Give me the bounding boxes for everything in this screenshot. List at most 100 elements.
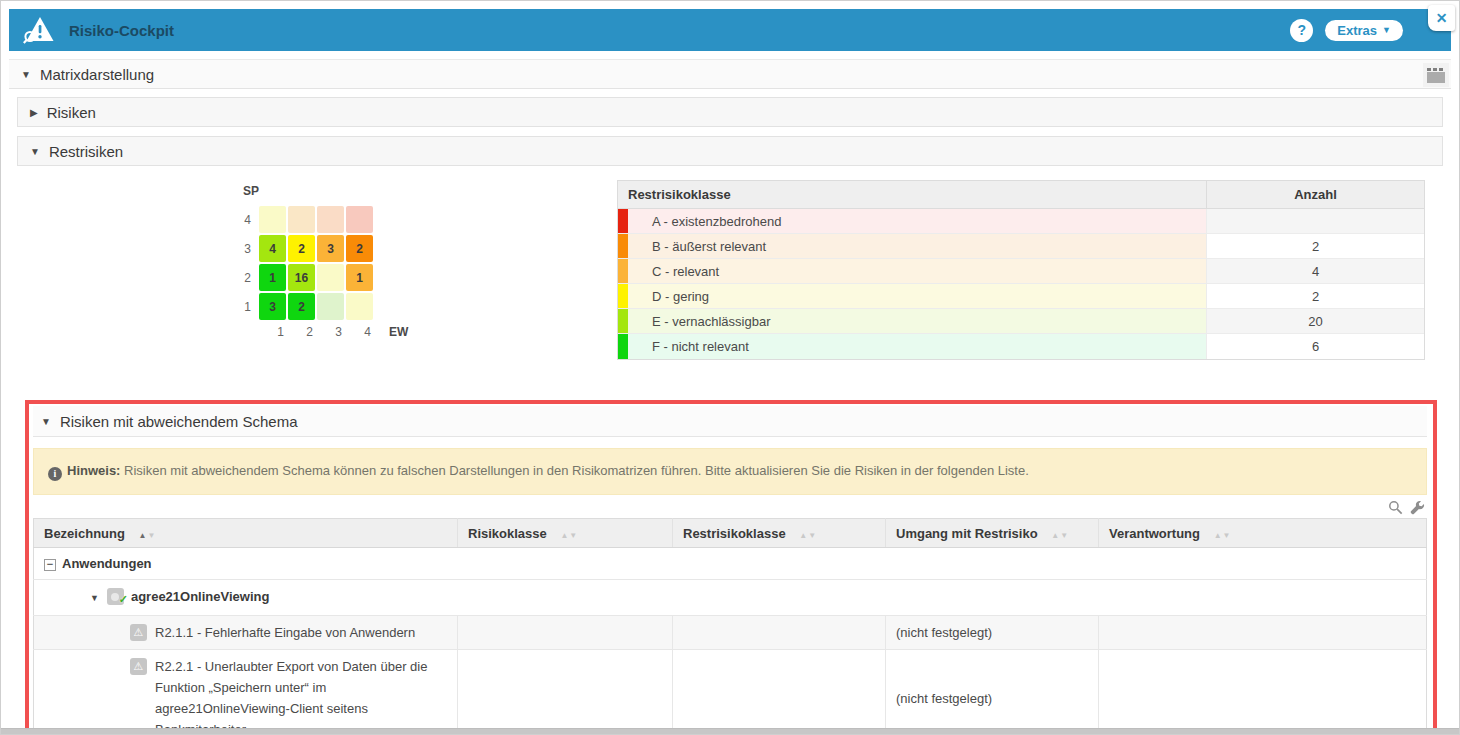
risk-matrix: SP 4 3 4 2 3 2 bbox=[17, 180, 617, 360]
risk-umgang: (nicht festgelegt) bbox=[886, 616, 1099, 650]
matrix-cell[interactable]: 1 bbox=[259, 264, 286, 291]
extras-button[interactable]: Extras ▼ bbox=[1325, 20, 1403, 41]
y-tick: 3 bbox=[239, 242, 259, 256]
sort-desc-icon: ▼ bbox=[1223, 531, 1232, 540]
table-row[interactable]: C - relevant 4 bbox=[618, 259, 1424, 284]
column-header-risikoklasse[interactable]: Risikoklasse ▲▼ bbox=[458, 519, 673, 548]
matrix-row-sp3: 3 4 2 3 2 bbox=[239, 235, 617, 262]
main-content: ▼ Matrixdarstellung ▶ Risiken ▼ Restrisi… bbox=[9, 59, 1451, 735]
x-tick: 4 bbox=[354, 325, 381, 339]
sort-desc-icon: ▼ bbox=[808, 531, 817, 540]
schema-table-header-row: Bezeichnung ▲▼ Risikoklasse ▲▼ Restrisik… bbox=[34, 519, 1427, 548]
class-label: C - relevant bbox=[628, 259, 1206, 283]
matrix-row-sp4: 4 bbox=[239, 206, 617, 233]
search-icon[interactable] bbox=[1388, 500, 1403, 515]
matrix-cell[interactable] bbox=[317, 206, 344, 233]
panel-risiken[interactable]: ▶ Risiken bbox=[17, 97, 1443, 127]
matrix-cell[interactable] bbox=[317, 293, 344, 320]
matrix-cell[interactable]: 3 bbox=[317, 235, 344, 262]
class-label: A - existenzbedrohend bbox=[628, 209, 1206, 233]
column-header-umgang[interactable]: Umgang mit Restrisiko ▲▼ bbox=[886, 519, 1099, 548]
matrix-cell[interactable] bbox=[317, 264, 344, 291]
table-row[interactable]: B - äußerst relevant 2 bbox=[618, 234, 1424, 259]
page-title: Risiko-Cockpit bbox=[69, 22, 174, 39]
tree-row-agree21onlineviewing[interactable]: ▼✓agree21OnlineViewing bbox=[34, 580, 1427, 616]
chevron-down-icon[interactable]: ▼ bbox=[90, 593, 99, 603]
grid-icon bbox=[1427, 68, 1445, 83]
risk-verantwortung bbox=[1099, 616, 1427, 650]
matrix-x-axis: 1 2 3 4 EW bbox=[239, 325, 617, 339]
class-color-bar bbox=[618, 209, 628, 233]
matrix-cell[interactable]: 16 bbox=[288, 264, 315, 291]
matrix-cell[interactable] bbox=[259, 206, 286, 233]
help-button[interactable]: ? bbox=[1290, 19, 1313, 42]
class-color-bar bbox=[618, 259, 628, 283]
class-color-bar bbox=[618, 284, 628, 308]
sort-asc-icon: ▲ bbox=[1051, 531, 1060, 540]
matrix-cell[interactable] bbox=[346, 293, 373, 320]
matrix-cell[interactable]: 4 bbox=[259, 235, 286, 262]
risk-search-logo-icon bbox=[23, 15, 57, 45]
panel-restrisiken-header[interactable]: ▼ Restrisiken bbox=[17, 136, 1443, 166]
risk-label: R2.2.1 - Unerlaubter Export von Daten üb… bbox=[155, 656, 447, 735]
matrix-cell[interactable] bbox=[288, 206, 315, 233]
y-tick: 4 bbox=[239, 213, 259, 227]
risk-risikoklasse bbox=[458, 616, 673, 650]
chevron-down-icon: ▼ bbox=[21, 69, 31, 80]
panel-restrisiken-label: Restrisiken bbox=[49, 143, 123, 160]
sort-icons: ▲▼ bbox=[560, 531, 578, 540]
column-header-restrisikoklasse: Restrisikoklasse bbox=[618, 181, 1206, 208]
matrix-cell[interactable]: 2 bbox=[288, 293, 315, 320]
sort-icons: ▲▼ bbox=[1214, 531, 1232, 540]
sort-icons: ▲▼ bbox=[139, 531, 157, 540]
sort-asc-icon: ▲ bbox=[799, 531, 808, 540]
restrisikoklasse-table: Restrisikoklasse Anzahl A - existenzbedr… bbox=[617, 180, 1425, 360]
hint-label: Hinweis: bbox=[67, 463, 120, 478]
table-row[interactable]: D - gering 2 bbox=[618, 284, 1424, 309]
highlight-annotation-box: ▼ Risiken mit abweichendem Schema iHinwe… bbox=[25, 400, 1437, 735]
risk-risikoklasse bbox=[458, 650, 673, 735]
titlebar: Risiko-Cockpit ? Extras ▼ bbox=[9, 9, 1451, 51]
collapse-group-icon[interactable]: − bbox=[44, 559, 56, 571]
class-count: 2 bbox=[1206, 284, 1424, 308]
window-bottom-edge bbox=[1, 728, 1459, 734]
x-tick: 1 bbox=[267, 325, 294, 339]
table-row[interactable]: ⚠ R2.2.1 - Unerlaubter Export von Daten … bbox=[34, 650, 1427, 735]
layout-grid-button[interactable] bbox=[1423, 63, 1449, 87]
table-toolbar bbox=[33, 495, 1427, 518]
risiko-cockpit-window: Risiko-Cockpit ? Extras ▼ ✕ ▼ Matrixdars… bbox=[0, 0, 1460, 735]
sort-icons: ▲▼ bbox=[799, 531, 817, 540]
risk-restrisikoklasse bbox=[673, 650, 886, 735]
column-header-bezeichnung[interactable]: Bezeichnung ▲▼ bbox=[34, 519, 458, 548]
matrix-cell[interactable]: 1 bbox=[346, 264, 373, 291]
panel-schema-header[interactable]: ▼ Risiken mit abweichendem Schema bbox=[33, 406, 1427, 437]
chevron-down-icon: ▼ bbox=[1382, 25, 1391, 35]
table-row[interactable]: ⚠ R2.1.1 - Fehlerhafte Eingabe von Anwen… bbox=[34, 616, 1427, 650]
wrench-icon[interactable] bbox=[1410, 500, 1425, 515]
sort-asc-icon: ▲ bbox=[1214, 531, 1223, 540]
matrix-cell[interactable] bbox=[346, 206, 373, 233]
matrix-cell[interactable]: 2 bbox=[288, 235, 315, 262]
hint-text: Risiken mit abweichendem Schema können z… bbox=[120, 463, 1028, 478]
matrix-cell[interactable]: 2 bbox=[346, 235, 373, 262]
class-count bbox=[1206, 209, 1424, 233]
schema-table: Bezeichnung ▲▼ Risikoklasse ▲▼ Restrisik… bbox=[33, 518, 1427, 735]
matrix-y-axis-label: SP bbox=[243, 184, 617, 198]
section-matrixdarstellung[interactable]: ▼ Matrixdarstellung bbox=[9, 59, 1451, 89]
group-row-anwendungen[interactable]: −Anwendungen bbox=[34, 548, 1427, 580]
table-row[interactable]: F - nicht relevant 6 bbox=[618, 334, 1424, 359]
table-row[interactable]: E - vernachlässigbar 20 bbox=[618, 309, 1424, 334]
risk-verantwortung bbox=[1099, 650, 1427, 735]
matrix-cell[interactable]: 3 bbox=[259, 293, 286, 320]
y-tick: 1 bbox=[239, 300, 259, 314]
table-row[interactable]: A - existenzbedrohend bbox=[618, 209, 1424, 234]
panel-risiken-label: Risiken bbox=[47, 104, 96, 121]
column-header-restrisikoklasse[interactable]: Restrisikoklasse ▲▼ bbox=[673, 519, 886, 548]
risk-restrisikoklasse bbox=[673, 616, 886, 650]
class-count: 2 bbox=[1206, 234, 1424, 258]
close-button[interactable]: ✕ bbox=[1428, 5, 1455, 31]
application-icon: ✓ bbox=[107, 588, 124, 605]
column-header-anzahl: Anzahl bbox=[1206, 181, 1424, 208]
column-header-verantwortung[interactable]: Verantwortung ▲▼ bbox=[1099, 519, 1427, 548]
class-label: D - gering bbox=[628, 284, 1206, 308]
